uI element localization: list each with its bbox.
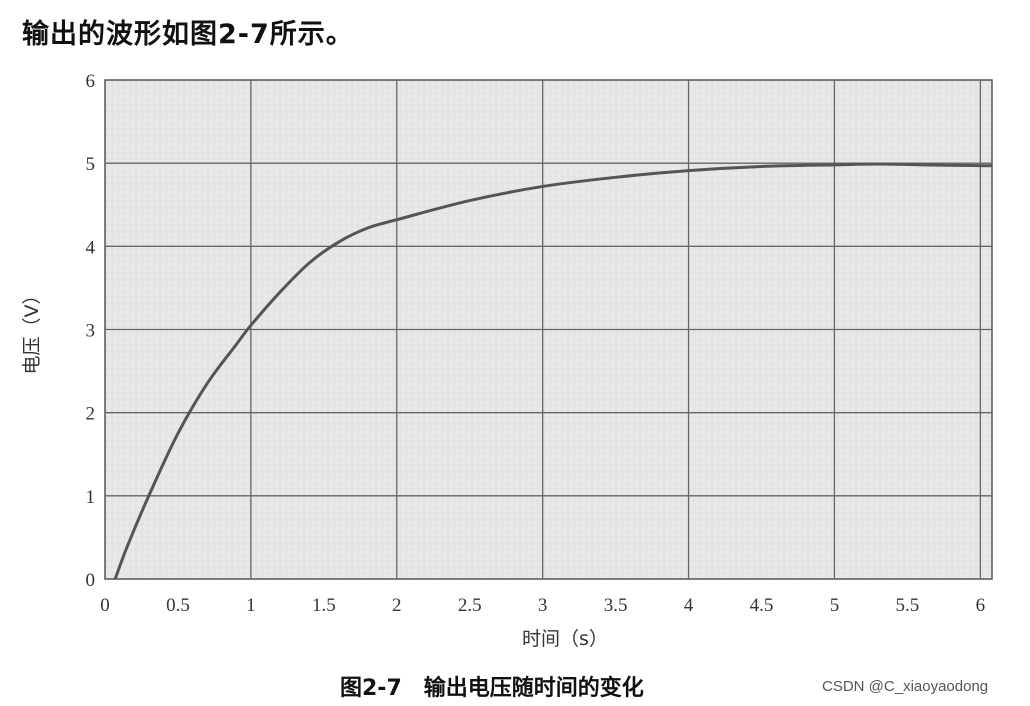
series-layer — [113, 162, 993, 580]
x-tick-label: 2 — [392, 595, 402, 616]
y-tick-label: 3 — [86, 321, 96, 342]
x-tick-label: 3 — [538, 595, 548, 616]
y-tick-label: 5 — [86, 154, 96, 175]
x-tick-label: 1 — [246, 595, 256, 616]
x-tick-label: 5.5 — [896, 595, 920, 616]
y-tick-label: 2 — [86, 404, 96, 425]
y-tick-label: 0 — [86, 570, 96, 591]
y-tick-label: 1 — [86, 487, 96, 508]
figure-caption: 图2-7 输出电压随时间的变化 — [340, 670, 644, 702]
watermark: CSDN @C_xiaoyaodong — [822, 678, 989, 695]
x-axis-label: 时间（s） — [522, 628, 608, 650]
x-tick-label: 1.5 — [312, 595, 336, 616]
y-axis-ticks: 0 1 2 3 4 5 6 — [86, 71, 96, 591]
x-axis-ticks: 0 0.5 1 1.5 2 2.5 3 3.5 4 4.5 5 5.5 6 — [100, 595, 985, 616]
x-tick-label: 0 — [100, 595, 110, 616]
x-tick-label: 0.5 — [166, 595, 190, 616]
x-tick-label: 5 — [830, 595, 840, 616]
x-tick-label: 4 — [684, 595, 694, 616]
x-tick-label: 2.5 — [458, 595, 482, 616]
figure-title: 输出电压随时间的变化 — [423, 676, 644, 701]
figure-number: 图2-7 — [340, 676, 402, 701]
y-tick-label: 4 — [86, 237, 96, 258]
y-tick-label: 6 — [86, 71, 96, 92]
y-axis-label: 电压（V） — [21, 286, 43, 375]
x-tick-label: 3.5 — [604, 595, 628, 616]
x-tick-label: 6 — [976, 595, 986, 616]
series-line — [113, 162, 993, 580]
intro-text: 输出的波形如图2-7所示。 — [22, 19, 354, 50]
x-tick-label: 4.5 — [750, 595, 774, 616]
